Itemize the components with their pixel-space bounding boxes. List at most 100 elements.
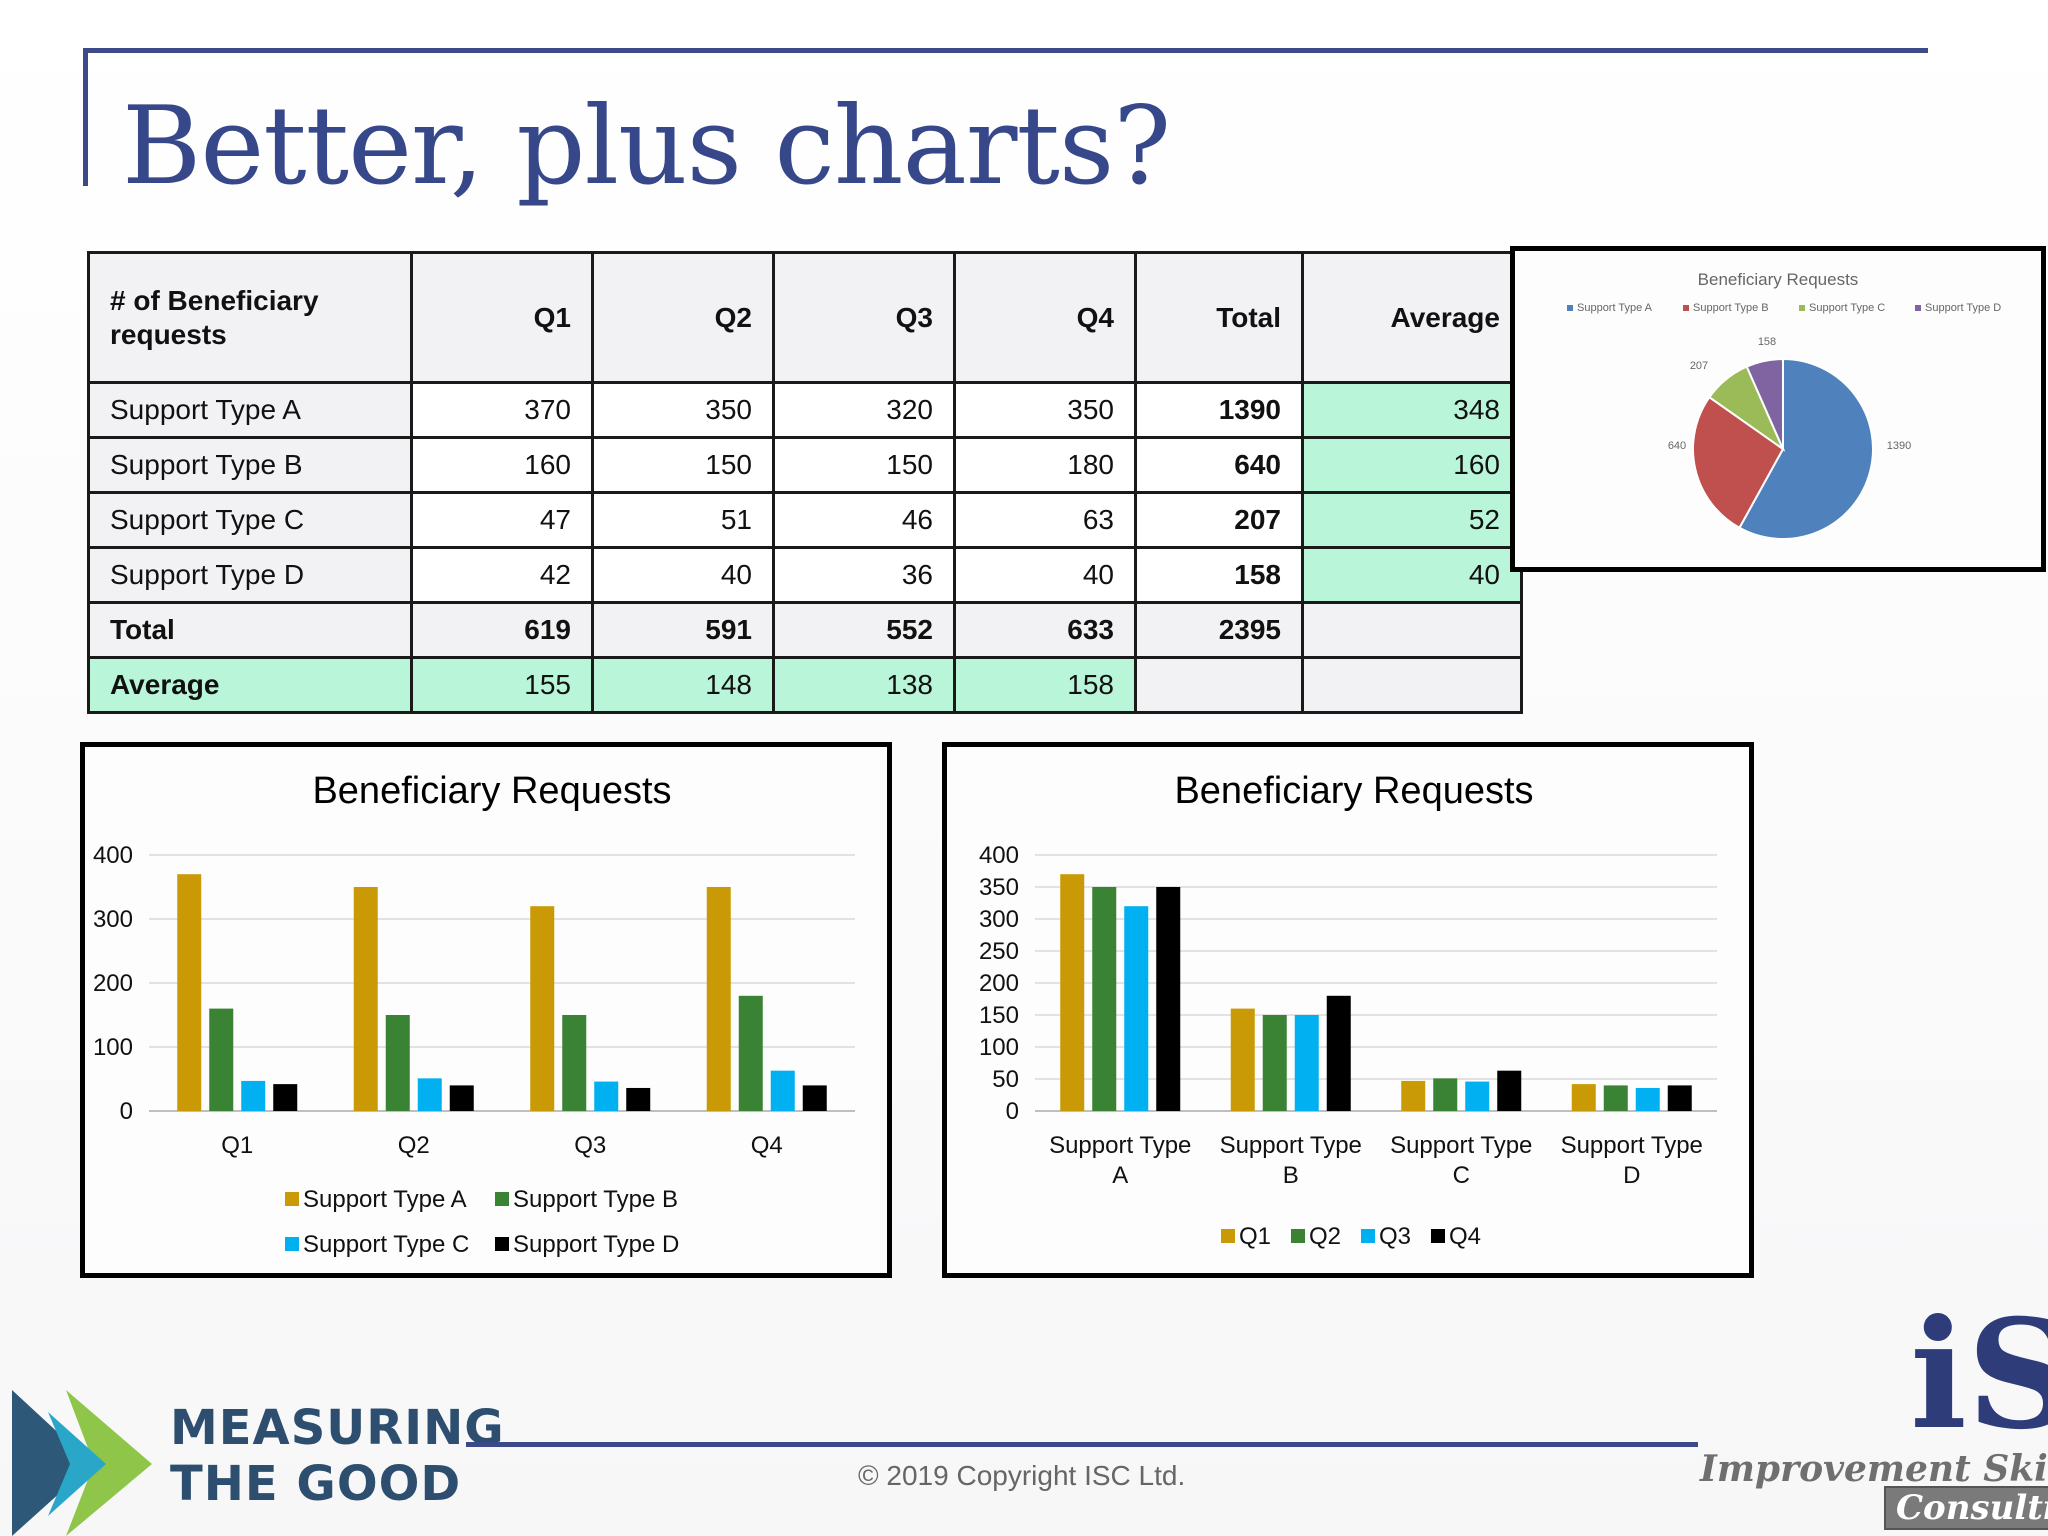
bar bbox=[1092, 887, 1117, 1111]
bar bbox=[353, 887, 378, 1111]
legend-swatch bbox=[285, 1192, 299, 1206]
table-header-cell: Q4 bbox=[953, 251, 1137, 384]
legend-swatch bbox=[1291, 1229, 1305, 1243]
bar bbox=[1124, 906, 1149, 1111]
y-tick-label: 200 bbox=[93, 970, 133, 997]
row-label: Total bbox=[87, 601, 413, 659]
bar bbox=[385, 1015, 410, 1111]
y-tick-label: 350 bbox=[979, 874, 1019, 901]
bar bbox=[530, 906, 555, 1111]
table-cell: 158 bbox=[953, 656, 1137, 714]
legend-label: Support Type B bbox=[513, 1186, 678, 1213]
legend-swatch bbox=[1221, 1229, 1235, 1243]
x-tick-label: B bbox=[1283, 1162, 1299, 1189]
bar bbox=[1230, 1008, 1255, 1111]
bar bbox=[1667, 1085, 1692, 1111]
pie-data-label: 158 bbox=[1758, 336, 1776, 348]
table-cell: 155 bbox=[410, 656, 594, 714]
table-row: Support Type A 370 350 320 350 1390 348 bbox=[87, 381, 1523, 439]
y-tick-label: 0 bbox=[1006, 1098, 1019, 1125]
y-tick-label: 250 bbox=[979, 938, 1019, 965]
legend-label: Support Type C bbox=[1809, 302, 1885, 314]
row-label: Average bbox=[87, 656, 413, 714]
legend-swatch bbox=[1567, 305, 1573, 311]
bar bbox=[1060, 874, 1085, 1111]
isc-logo-line2: Consulting bbox=[1884, 1486, 2048, 1530]
slide-title: Better, plus charts? bbox=[122, 84, 1171, 209]
bar bbox=[209, 1008, 234, 1111]
x-tick-label: Support Type bbox=[1390, 1132, 1532, 1159]
table-cell: 42 bbox=[410, 546, 594, 604]
y-tick-label: 150 bbox=[979, 1002, 1019, 1029]
bar bbox=[770, 1070, 795, 1111]
table-cell: 552 bbox=[772, 601, 956, 659]
bar bbox=[1465, 1081, 1490, 1111]
table-cell: 46 bbox=[772, 491, 956, 549]
x-tick-label: D bbox=[1623, 1162, 1640, 1189]
table-cell-average: 52 bbox=[1301, 491, 1523, 549]
legend-label: Q1 bbox=[1239, 1223, 1271, 1250]
left-rule bbox=[83, 48, 88, 186]
bar bbox=[1433, 1078, 1458, 1111]
legend-label: Q2 bbox=[1309, 1223, 1341, 1250]
legend-swatch bbox=[1915, 305, 1921, 311]
table-cell: 160 bbox=[410, 436, 594, 494]
chart-title: Beneficiary Requests bbox=[312, 770, 671, 812]
table-header-cell: Q3 bbox=[772, 251, 956, 384]
row-label: Support Type B bbox=[87, 436, 413, 494]
legend-swatch bbox=[1361, 1229, 1375, 1243]
x-tick-label: Q2 bbox=[398, 1132, 430, 1159]
pie-data-label: 1390 bbox=[1887, 440, 1911, 452]
table-cell: 150 bbox=[591, 436, 775, 494]
bar bbox=[241, 1080, 266, 1111]
bar-chart-by-type-frame: Beneficiary Requests 0 50 100 150 200 250 300 35… bbox=[942, 742, 1754, 1278]
x-tick-label: Q1 bbox=[221, 1132, 253, 1159]
bar bbox=[562, 1015, 587, 1111]
pie-data-label: 640 bbox=[1668, 440, 1686, 452]
chart-title: Beneficiary Requests bbox=[1698, 270, 1859, 289]
table-cell-average: 348 bbox=[1301, 381, 1523, 439]
table-cell: 36 bbox=[772, 546, 956, 604]
pie-slice bbox=[1738, 357, 1874, 540]
table-header-row: # of Beneficiary requests Q1 Q2 Q3 Q4 To… bbox=[87, 251, 1523, 384]
table-cell-total: 2395 bbox=[1134, 601, 1304, 659]
x-tick-label: Q4 bbox=[751, 1132, 783, 1159]
table-cell: 138 bbox=[772, 656, 956, 714]
table-cell-total: 640 bbox=[1134, 436, 1304, 494]
legend-swatch bbox=[1683, 305, 1689, 311]
legend-label: Q4 bbox=[1449, 1223, 1481, 1250]
y-tick-label: 300 bbox=[979, 906, 1019, 933]
bar bbox=[626, 1087, 651, 1111]
pie-chart: Beneficiary Requests Support Type A Suppor… bbox=[1567, 270, 2001, 540]
measuring-the-good-logo bbox=[12, 1390, 152, 1536]
isc-logo-line1: Improvement Skills bbox=[1700, 1448, 2048, 1490]
y-tick-label: 300 bbox=[93, 906, 133, 933]
requests-table: # of Beneficiary requests Q1 Q2 Q3 Q4 To… bbox=[87, 251, 1523, 714]
table-cell: 350 bbox=[591, 381, 775, 439]
bar bbox=[802, 1085, 827, 1111]
pie-chart-frame: Beneficiary Requests Support Type A Suppor… bbox=[1510, 246, 2046, 572]
bar bbox=[1497, 1070, 1522, 1111]
copyright-text: © 2019 Copyright ISC Ltd. bbox=[858, 1460, 1186, 1491]
table-cell: 63 bbox=[953, 491, 1137, 549]
bar bbox=[1401, 1080, 1426, 1111]
table-cell: 633 bbox=[953, 601, 1137, 659]
table-header-cell: # of Beneficiary requests bbox=[87, 251, 413, 384]
legend-label: Q3 bbox=[1379, 1223, 1411, 1250]
legend-swatch bbox=[495, 1192, 509, 1206]
table-cell: 51 bbox=[591, 491, 775, 549]
x-tick-label: Support Type bbox=[1561, 1132, 1703, 1159]
table-total-row: Total 619 591 552 633 2395 bbox=[87, 601, 1523, 659]
legend-swatch bbox=[285, 1237, 299, 1251]
table-header-cell: Q1 bbox=[410, 251, 594, 384]
pie-slice bbox=[1745, 357, 1784, 450]
legend-label: Support Type A bbox=[1577, 302, 1653, 314]
x-tick-label: Support Type bbox=[1220, 1132, 1362, 1159]
wordmark-line: MEASURING bbox=[170, 1400, 505, 1456]
table-row: Support Type C 47 51 46 63 207 52 bbox=[87, 491, 1523, 549]
pie-slice bbox=[1692, 395, 1785, 530]
table-header-cell: Total bbox=[1134, 251, 1304, 384]
table-cell: 40 bbox=[953, 546, 1137, 604]
table-cell-empty bbox=[1134, 656, 1304, 714]
